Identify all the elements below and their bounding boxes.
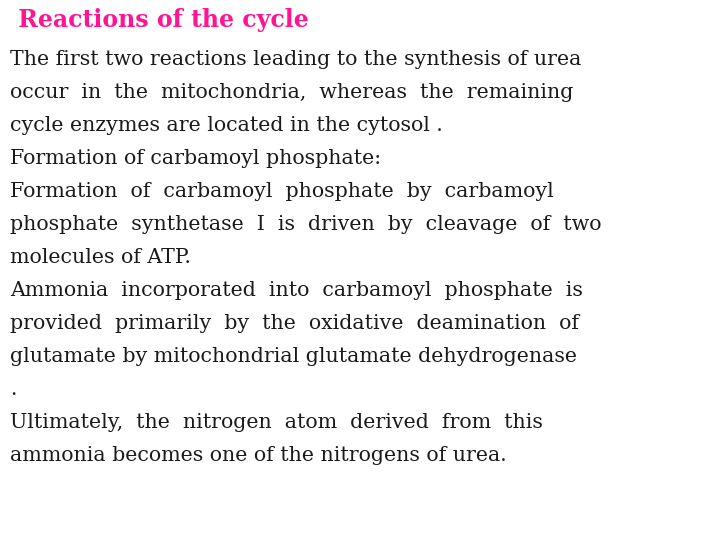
Text: Ammonia  incorporated  into  carbamoyl  phosphate  is: Ammonia incorporated into carbamoyl phos… [10,281,583,300]
Text: Formation  of  carbamoyl  phosphate  by  carbamoyl: Formation of carbamoyl phosphate by carb… [10,182,554,201]
Text: provided  primarily  by  the  oxidative  deamination  of: provided primarily by the oxidative deam… [10,314,579,333]
Text: ammonia becomes one of the nitrogens of urea.: ammonia becomes one of the nitrogens of … [10,446,507,465]
Text: glutamate by mitochondrial glutamate dehydrogenase: glutamate by mitochondrial glutamate deh… [10,347,577,366]
Text: cycle enzymes are located in the cytosol .: cycle enzymes are located in the cytosol… [10,116,443,135]
Text: Reactions of the cycle: Reactions of the cycle [10,8,309,32]
Text: Formation of carbamoyl phosphate:: Formation of carbamoyl phosphate: [10,149,381,168]
Text: .: . [10,380,17,399]
Text: phosphate  synthetase  I  is  driven  by  cleavage  of  two: phosphate synthetase I is driven by clea… [10,215,601,234]
Text: occur  in  the  mitochondria,  whereas  the  remaining: occur in the mitochondria, whereas the r… [10,83,573,102]
Text: Ultimately,  the  nitrogen  atom  derived  from  this: Ultimately, the nitrogen atom derived fr… [10,413,543,432]
Text: molecules of ATP.: molecules of ATP. [10,248,191,267]
Text: The first two reactions leading to the synthesis of urea: The first two reactions leading to the s… [10,50,581,69]
